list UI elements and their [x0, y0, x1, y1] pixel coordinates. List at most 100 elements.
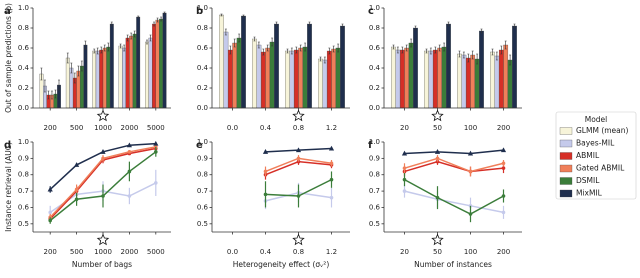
default-marker [96, 109, 110, 122]
x-tick-label: 5000 [147, 248, 165, 256]
x-tick-label: 200 [44, 248, 57, 256]
marker [126, 142, 132, 148]
marker [74, 187, 79, 192]
bar [465, 57, 471, 109]
error-bar [323, 56, 326, 64]
bar [219, 14, 224, 109]
error-bar [429, 47, 432, 55]
x-tick-label: 200 [497, 248, 510, 256]
marker [101, 194, 105, 198]
error-bar [504, 40, 507, 50]
error-bar [84, 40, 87, 50]
y-tick-label: 0.4 [197, 64, 209, 72]
y-tick-label: 0.0 [369, 104, 380, 112]
legend-title: Model [585, 115, 608, 124]
y-tick-label: 0.6 [369, 203, 381, 211]
error-bar [290, 47, 293, 55]
marker [296, 156, 301, 161]
error-bar [438, 44, 441, 52]
error-bar [304, 42, 307, 52]
error-bar [299, 44, 302, 52]
legend-swatch [559, 139, 573, 148]
bar [232, 42, 238, 109]
bar [236, 37, 242, 109]
x-tick-label: 2000 [120, 248, 138, 256]
y-tick-label: 0.8 [197, 24, 208, 32]
error-bar [500, 45, 503, 55]
error-bar [392, 44, 395, 50]
marker [127, 150, 132, 154]
error-bar [100, 46, 103, 54]
error-bar [163, 11, 166, 15]
bar [490, 51, 495, 109]
y-tick-label: 1.0 [197, 138, 208, 146]
error-bar [103, 44, 106, 52]
bar [122, 47, 127, 109]
bar [162, 12, 167, 109]
bar [256, 44, 262, 109]
bar [106, 46, 111, 109]
bar [470, 54, 476, 109]
bar [331, 48, 337, 109]
y-tick-label: 0.8 [197, 171, 208, 179]
error-bar [319, 56, 322, 62]
error-bar [107, 42, 110, 52]
bar [223, 31, 229, 109]
bar [395, 49, 401, 109]
error-bar [133, 30, 136, 38]
default-marker [292, 109, 305, 122]
y-tick-label: 0.9 [369, 154, 380, 162]
error-bar [337, 43, 340, 53]
default-marker [431, 233, 444, 246]
legend-swatch [559, 177, 573, 185]
error-bar [471, 50, 474, 60]
series-line [404, 149, 504, 155]
bar [474, 58, 480, 109]
error-bar [224, 28, 227, 36]
error-bar [434, 46, 437, 54]
bar [132, 33, 137, 109]
bar [155, 19, 160, 109]
default-marker [431, 109, 444, 122]
marker [263, 169, 268, 174]
marker [74, 162, 80, 167]
marker [500, 147, 507, 153]
error-bar [110, 21, 113, 27]
x-tick-label: 0.0 [227, 248, 238, 256]
bar [446, 23, 451, 109]
bar [302, 46, 308, 109]
y-tick-label: 0.6 [18, 44, 30, 52]
marker [127, 194, 132, 198]
error-bar [153, 21, 156, 27]
bar [424, 50, 429, 109]
marker [468, 212, 473, 216]
bar [83, 44, 88, 109]
x-tick-label: 500 [70, 248, 83, 256]
x-tick-label: 200 [44, 124, 57, 132]
error-bar [513, 23, 516, 29]
error-bar [238, 33, 241, 43]
bar [335, 47, 341, 109]
y-tick-label: 0.4 [18, 64, 30, 72]
y-tick-label: 0.6 [18, 203, 30, 211]
marker [153, 140, 159, 146]
y-tick-label: 0.6 [197, 203, 209, 211]
error-bar [156, 17, 159, 23]
bar [461, 54, 467, 109]
x-tick-label: 1.2 [326, 124, 337, 132]
error-bar [47, 90, 50, 100]
error-bar [146, 39, 148, 45]
error-bar [54, 89, 57, 99]
marker [501, 194, 506, 198]
y-tick-label: 0.8 [18, 171, 29, 179]
y-axis-label: Out of sample predictions (ρ) [4, 3, 13, 113]
marker [401, 150, 408, 156]
y-tick-label: 0.2 [369, 84, 380, 92]
x-tick-label: 1.2 [326, 248, 337, 256]
marker [295, 147, 302, 153]
y-tick-label: 0.6 [197, 44, 209, 52]
y-tick-label: 0.4 [369, 64, 381, 72]
error-bar [262, 48, 265, 56]
marker [100, 149, 106, 154]
series-line [404, 178, 504, 215]
